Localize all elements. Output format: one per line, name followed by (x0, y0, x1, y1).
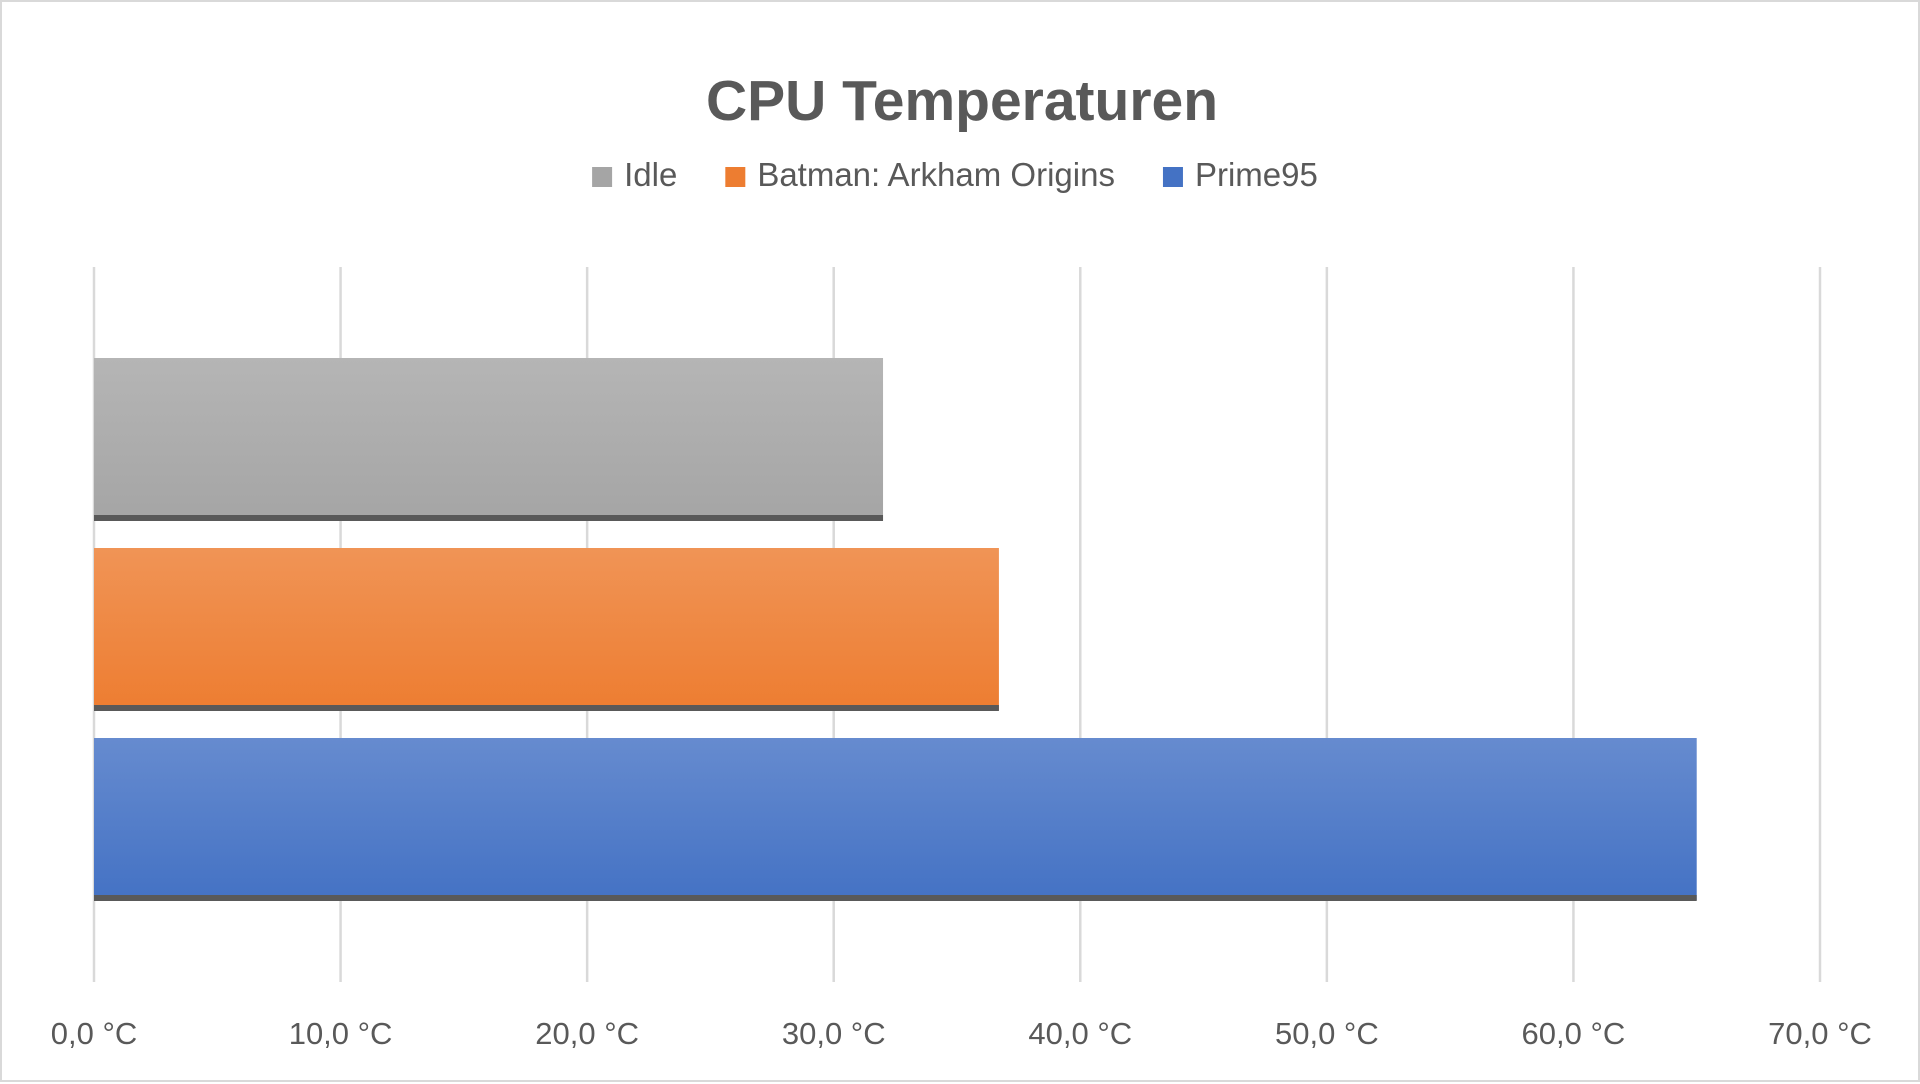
bar-shadow (94, 705, 999, 711)
bar-shadow (94, 895, 1697, 901)
x-axis-ticks: 0,0 °C 10,0 °C 20,0 °C 30,0 °C 40,0 °C 50,0 °… (51, 1016, 1872, 1051)
x-tick-label: 40,0 °C (1028, 1016, 1132, 1051)
legend-label: Prime95 (1195, 156, 1318, 193)
x-tick-label: 10,0 °C (289, 1016, 393, 1051)
legend: Idle Batman: Arkham Origins Prime95 (592, 156, 1318, 193)
legend-item: Prime95 (1162, 156, 1318, 193)
x-tick-label: 0,0 °C (51, 1016, 138, 1051)
legend-swatch (1162, 167, 1183, 187)
bar-shadow (94, 515, 884, 521)
x-tick-label: 60,0 °C (1522, 1016, 1626, 1051)
legend-item: Batman: Arkham Origins (725, 156, 1115, 193)
legend-swatch (592, 167, 613, 187)
bar-prime95 (94, 738, 1697, 900)
bar-idle (94, 358, 884, 520)
legend-item: Idle (592, 156, 677, 193)
x-tick-label: 20,0 °C (535, 1016, 639, 1051)
x-tick-label: 50,0 °C (1275, 1016, 1379, 1051)
chart-title: CPU Temperaturen (706, 69, 1218, 133)
bars (94, 358, 1697, 901)
bar-batman-arkham-origins (94, 548, 999, 710)
legend-swatch (725, 167, 746, 187)
legend-label: Batman: Arkham Origins (757, 156, 1115, 193)
x-tick-label: 30,0 °C (782, 1016, 886, 1051)
legend-label: Idle (624, 156, 677, 193)
x-tick-label: 70,0 °C (1768, 1016, 1872, 1051)
